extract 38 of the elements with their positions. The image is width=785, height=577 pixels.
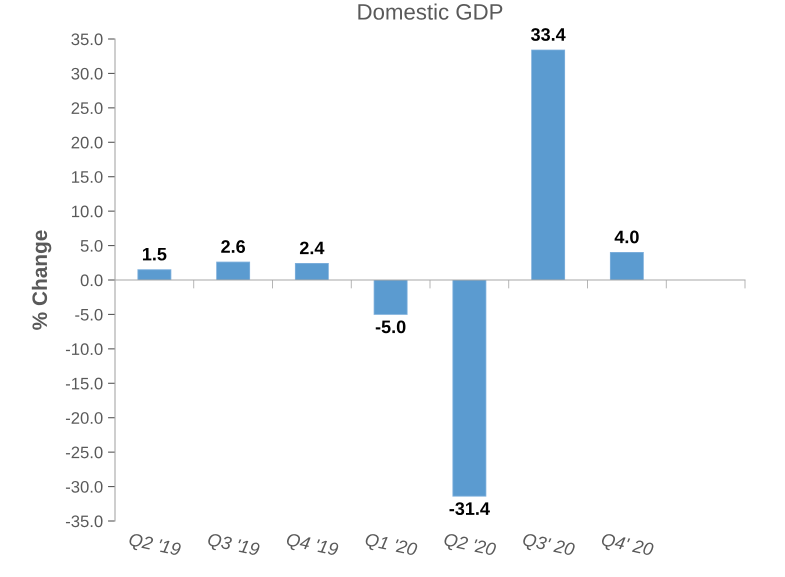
x-tick-label: Q3' 20 bbox=[522, 532, 576, 560]
data-label: -5.0 bbox=[376, 320, 406, 334]
y-axis-title: % Change bbox=[32, 230, 52, 330]
x-tick-label: Q2 '20 bbox=[442, 532, 497, 560]
x-tick-label: Q3 '19 bbox=[206, 532, 260, 560]
data-label: 1.5 bbox=[142, 248, 166, 261]
y-tick-label: -10.0 bbox=[66, 343, 103, 356]
data-label: 2.6 bbox=[221, 240, 246, 253]
y-tick-label: -5.0 bbox=[75, 308, 103, 321]
x-tick-label: Q4' 20 bbox=[600, 532, 654, 560]
y-tick-label: -30.0 bbox=[66, 480, 103, 493]
bar bbox=[294, 263, 329, 280]
y-tick-label: 35.0 bbox=[71, 33, 103, 46]
bar bbox=[610, 252, 644, 280]
x-tick-label: Q1 '20 bbox=[364, 532, 418, 560]
y-tick-label: 10.0 bbox=[72, 206, 103, 218]
y-tick-label: 5.0 bbox=[80, 240, 103, 252]
x-tick-label: Q4 '19 bbox=[285, 532, 339, 560]
y-tick-label: 30.0 bbox=[71, 68, 103, 80]
data-label: 2.4 bbox=[300, 242, 324, 254]
y-tick-label: 20.0 bbox=[72, 136, 103, 148]
bar bbox=[452, 280, 486, 497]
data-label: 4.0 bbox=[614, 230, 639, 244]
data-label: -31.4 bbox=[450, 502, 490, 516]
y-tick-label: -25.0 bbox=[66, 446, 103, 458]
bar bbox=[137, 269, 172, 280]
data-label: 33.4 bbox=[530, 28, 566, 41]
y-tick-label: 0.0 bbox=[80, 274, 103, 286]
chart-title: Domestic GDP bbox=[358, 3, 502, 20]
y-tick-label: -35.0 bbox=[66, 515, 103, 528]
y-tick-label: 15.0 bbox=[72, 171, 103, 183]
y-tick-label: 25.0 bbox=[72, 102, 103, 114]
x-tick-label: Q2 '19 bbox=[128, 532, 182, 560]
bar bbox=[374, 280, 408, 315]
bar bbox=[216, 262, 250, 280]
y-tick-label: -20.0 bbox=[66, 412, 103, 424]
bar bbox=[531, 50, 566, 280]
y-tick-label: -15.0 bbox=[66, 378, 103, 390]
